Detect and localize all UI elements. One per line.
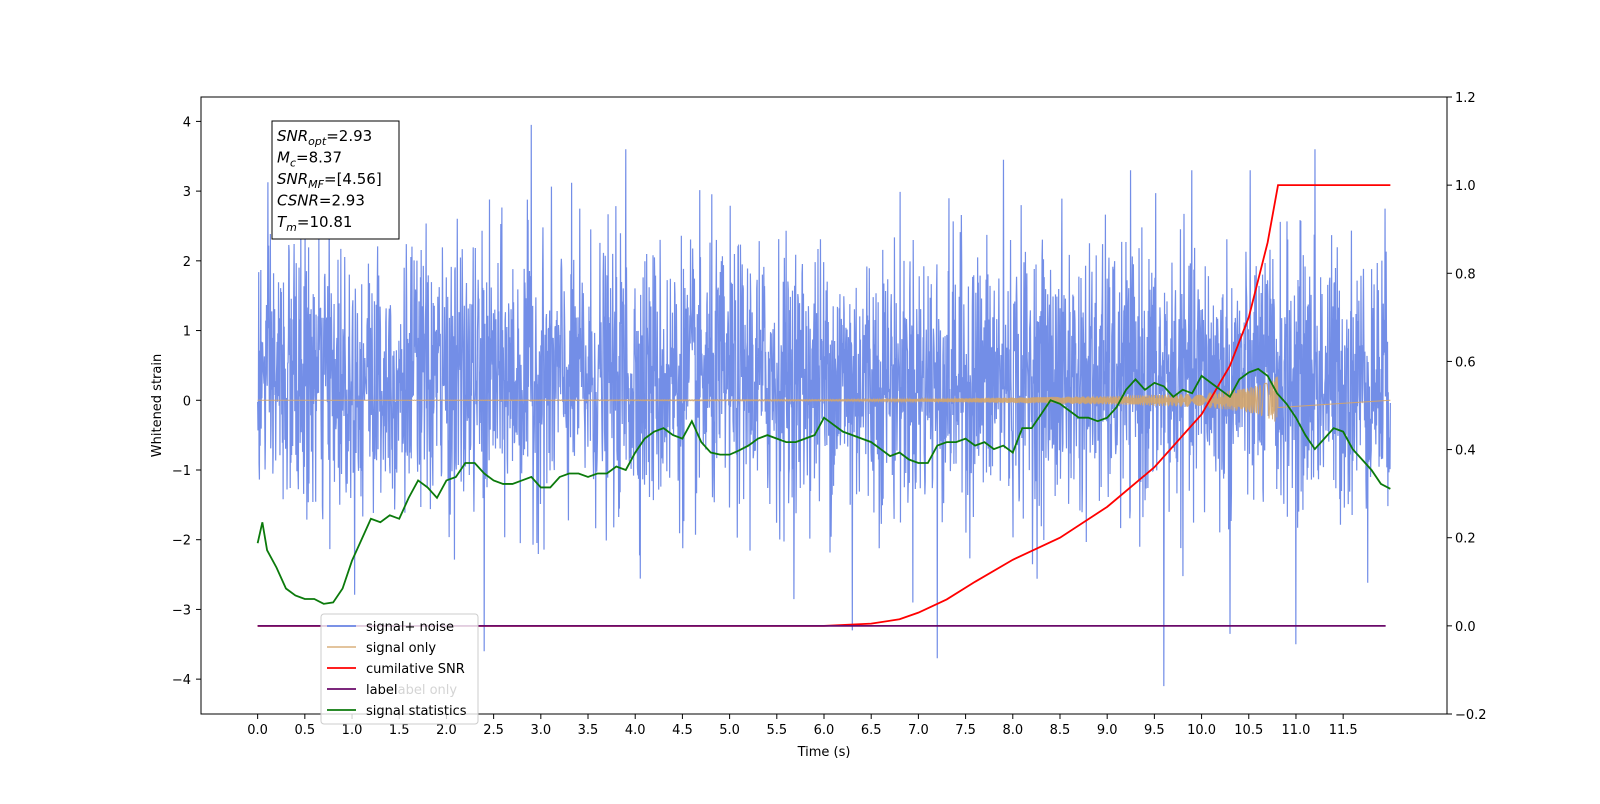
x-tick-label: 2.0	[436, 723, 457, 738]
legend-label: cumilative SNR	[366, 662, 465, 677]
x-tick-label: 4.5	[672, 723, 693, 738]
y-axis-right: 1.2 1.0 0.8 0.6 0.4 0.2 0.0 −0.2	[1447, 91, 1487, 723]
y2-tick-label: −0.2	[1455, 708, 1487, 723]
stats-value: =2.93	[319, 192, 365, 210]
stats-subscript: m	[286, 221, 297, 234]
legend-overlay-fragment: label only	[394, 683, 457, 698]
y2-tick-label: 1.2	[1455, 91, 1476, 106]
y2-tick-label: 0.4	[1455, 444, 1476, 459]
x-tick-label: 1.0	[342, 723, 363, 738]
x-tick-label: 6.0	[814, 723, 835, 738]
stats-box-frame	[271, 120, 400, 240]
y2-tick-label: 0.0	[1455, 620, 1476, 635]
y2-tick-label: 0.8	[1455, 267, 1476, 282]
y-tick-label: 2	[183, 255, 191, 270]
legend-label: signal statistics	[366, 704, 467, 719]
y-tick-label: 3	[183, 185, 191, 200]
x-tick-label: 11.0	[1281, 723, 1310, 738]
stats-subscript: MF	[308, 178, 324, 191]
plot-area	[256, 124, 1391, 687]
x-tick-label: 2.5	[483, 723, 504, 738]
y-tick-label: 0	[183, 394, 191, 409]
legend: label only signal+ noise signal only cumila…	[320, 613, 479, 725]
x-tick-label: 4.0	[625, 723, 646, 738]
y2-tick-label: 1.0	[1455, 179, 1476, 194]
stats-value: =8.37	[296, 149, 342, 167]
series-cumilative-snr-line	[257, 184, 1391, 627]
x-tick-label: 6.5	[861, 723, 882, 738]
y-tick-label: −1	[172, 464, 191, 479]
x-tick-label: 10.0	[1187, 723, 1216, 738]
x-axis: 0.0 0.5 1.0 1.5 2.0 2.5 3.0 3.5 4.0 4.5 5.0 5.5 6.0 6…	[247, 714, 1358, 738]
stats-annotation-box: SNRopt=2.93Mc=8.37SNRMF=[4.56]CSNR=2.93T…	[271, 120, 400, 240]
stats-symbol: T	[277, 213, 288, 231]
stats-line: SNRopt=2.93	[277, 127, 372, 148]
x-axis-title: Time (s)	[797, 745, 851, 760]
x-tick-label: 11.5	[1329, 723, 1358, 738]
x-tick-label: 9.0	[1097, 723, 1118, 738]
stats-line: Tm=10.81	[277, 213, 352, 234]
x-tick-label: 7.0	[908, 723, 929, 738]
x-tick-label: 5.5	[766, 723, 787, 738]
y-tick-label: −3	[172, 603, 191, 618]
x-tick-label: 3.5	[578, 723, 599, 738]
y-tick-label: 4	[183, 115, 191, 130]
y2-tick-label: 0.2	[1455, 532, 1476, 547]
x-tick-label: 0.0	[247, 723, 268, 738]
stats-line: SNRMF=[4.56]	[277, 170, 382, 191]
x-tick-label: 8.0	[1002, 723, 1023, 738]
stats-subscript: opt	[308, 135, 327, 148]
stats-symbol: SNR	[277, 170, 308, 188]
legend-label: label	[366, 683, 397, 698]
x-tick-label: 5.0	[719, 723, 740, 738]
x-tick-label: 8.5	[1050, 723, 1071, 738]
x-tick-label: 9.5	[1144, 723, 1165, 738]
y-axis-title: Whitened strain	[150, 354, 165, 457]
legend-frame	[320, 613, 479, 725]
x-tick-label: 0.5	[294, 723, 315, 738]
series-signal-noise-line	[257, 124, 1391, 687]
stats-symbol: SNR	[277, 127, 308, 145]
stats-subscript: c	[290, 157, 296, 170]
legend-label: signal only	[366, 641, 436, 656]
y2-tick-label: 0.6	[1455, 355, 1476, 370]
y-tick-label: −2	[172, 534, 191, 549]
stats-line: Mc=8.37	[277, 149, 342, 170]
stats-symbol: M	[277, 149, 290, 167]
series-signal-statistics-line	[256, 367, 1391, 605]
series-signal-only-line	[257, 376, 1391, 422]
legend-label: signal+ noise	[366, 620, 454, 635]
x-tick-label: 3.0	[530, 723, 551, 738]
stats-symbol: CSNR	[277, 192, 319, 210]
y-axis-left: 4 3 2 1 0 −1 −2 −3 −4	[172, 115, 201, 688]
stats-line: CSNR=2.93	[277, 192, 365, 210]
stats-value: =2.93	[326, 127, 372, 145]
x-tick-label: 10.5	[1234, 723, 1263, 738]
y-tick-label: −4	[172, 673, 191, 688]
stats-value: =10.81	[297, 213, 353, 231]
y-tick-label: 1	[183, 325, 191, 340]
x-tick-label: 7.5	[955, 723, 976, 738]
x-tick-label: 1.5	[389, 723, 410, 738]
stats-value: =[4.56]	[324, 170, 382, 188]
